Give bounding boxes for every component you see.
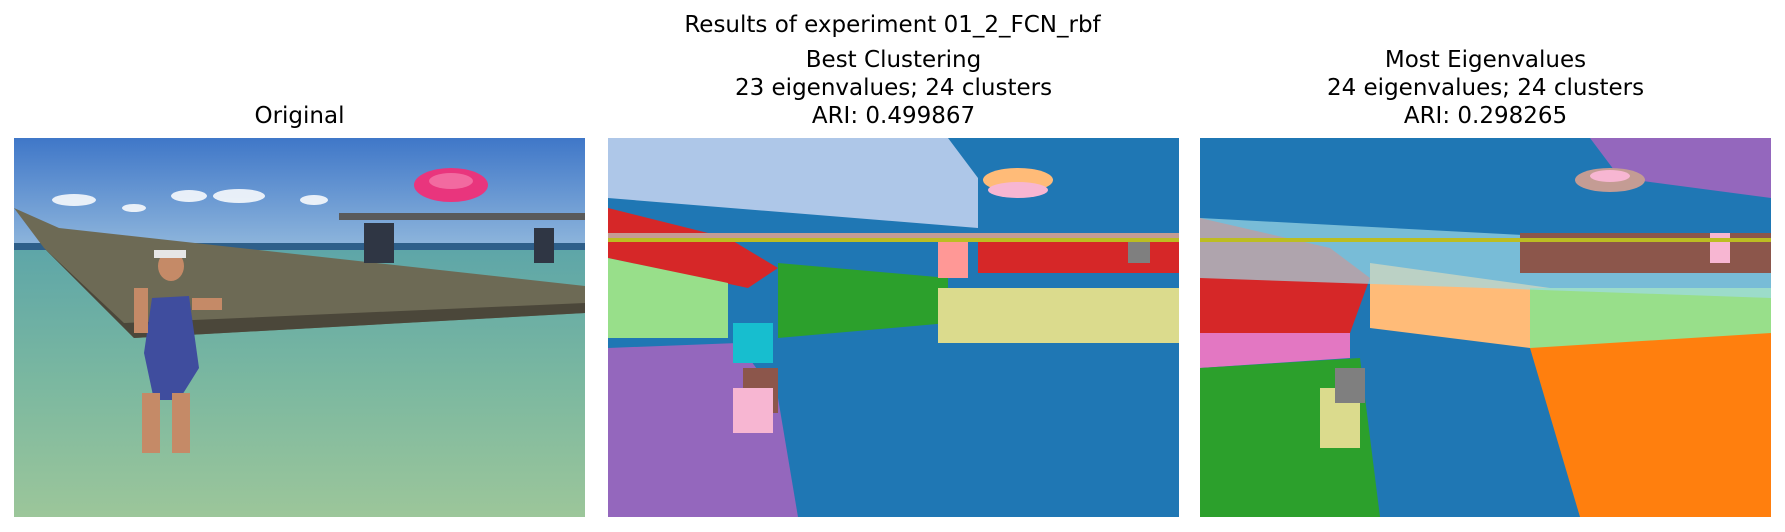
best-clustering-title-line3: ARI: 0.499867 <box>811 103 976 129</box>
original-image <box>14 138 585 517</box>
most-eigenvalues-image <box>1200 138 1771 517</box>
best-clustering-title-line1: Best Clustering <box>805 47 982 73</box>
best-clustering-title-line2: 23 eigenvalues; 24 clusters <box>734 75 1053 101</box>
original-title-line: Original <box>254 103 345 129</box>
best-clustering-title: Best Clustering 23 eigenvalues; 24 clust… <box>608 46 1179 130</box>
most-eigenvalues-title-line1: Most Eigenvalues <box>1384 47 1587 73</box>
figure-suptitle: Results of experiment 01_2_FCN_rbf <box>684 12 1101 38</box>
best-clustering-image <box>608 138 1179 517</box>
original-title: Original <box>14 102 585 130</box>
most-eigenvalues-title: Most Eigenvalues 24 eigenvalues; 24 clus… <box>1200 46 1771 130</box>
most-eigenvalues-title-line2: 24 eigenvalues; 24 clusters <box>1326 75 1645 101</box>
most-eigenvalues-title-line3: ARI: 0.298265 <box>1403 103 1568 129</box>
